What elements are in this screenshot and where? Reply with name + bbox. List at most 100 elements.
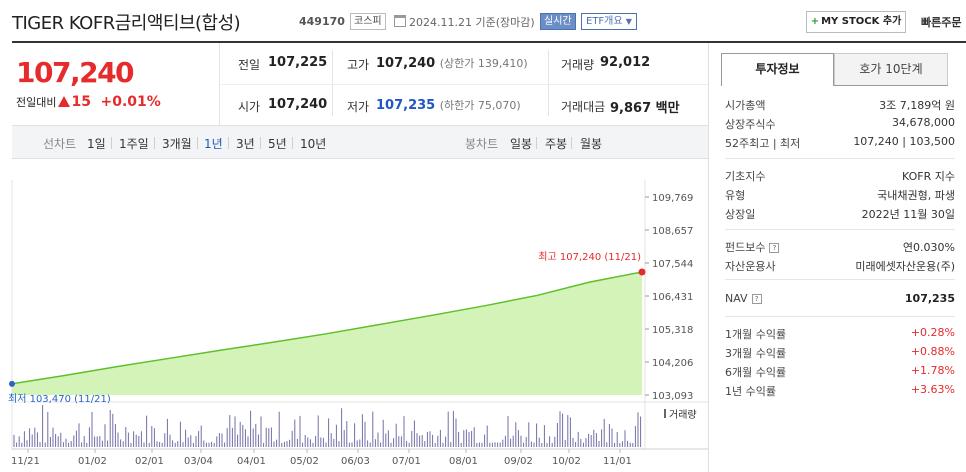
info-panel: 투자정보 호가 10단계 시가총액 3조 7,189억 원 상장주식수 34,678,… (708, 43, 966, 472)
period-1w[interactable]: 1주일 (119, 137, 149, 151)
candle-weekly[interactable]: 주봉 (545, 137, 568, 151)
high-label: 최고 107,240 (11/21) (538, 251, 641, 263)
y-tick-label: 109,769 (652, 193, 693, 204)
period-3m[interactable]: 3개월 (162, 137, 192, 151)
return-row: 6개월 수익률 +1.78% (725, 364, 955, 382)
info-row-value: 107,240 | 103,500 (853, 135, 955, 148)
open-label: 시가 (238, 100, 261, 114)
low-label: 저가 (347, 100, 370, 114)
add-my-stock-label: MY STOCK 추가 (821, 16, 902, 27)
line-chart-label: 선차트 (43, 137, 77, 151)
current-price-box: 107,240 전일대비 15 +0.01% (12, 43, 220, 125)
info-row-value: 국내채권형, 파생 (877, 189, 955, 202)
etf-overview-dropdown[interactable]: ETF개요 ▼ (581, 13, 637, 30)
y-tick-label: 108,657 (652, 226, 693, 237)
period-1y[interactable]: 1년 (204, 137, 223, 151)
period-10y[interactable]: 10년 (300, 137, 327, 151)
y-tick-label: 103,093 (652, 391, 693, 402)
plus-icon: + (810, 16, 820, 27)
change-label: 전일대비 (16, 96, 57, 109)
tab-investment-info[interactable]: 투자정보 (721, 53, 834, 86)
amount-label: 거래대금 (561, 100, 606, 114)
info-row-label: 기초지수 (725, 170, 766, 183)
info-row-value: 2022년 11월 30일 (861, 208, 955, 221)
tab-order-book[interactable]: 호가 10단계 (834, 53, 948, 86)
info-row-value: KOFR 지수 (902, 170, 955, 183)
area-fill (12, 272, 642, 395)
info-row: 기초지수 KOFR 지수 (725, 168, 955, 186)
amount-number: 9,867 (610, 101, 652, 116)
info-divider (725, 158, 955, 159)
high-marker (638, 268, 646, 276)
period-separator (111, 137, 112, 149)
info-row: 상장주식수 34,678,000 (725, 116, 955, 134)
amount-value: 9,867 백만 (610, 97, 680, 116)
volume-label: 거래량 (669, 409, 697, 421)
x-tick-label: 02/01 (135, 456, 164, 467)
x-tick-label: 10/02 (552, 456, 581, 467)
period-toolbar: 선차트 1일 1주일 3개월 1년 3년 5년 10년 봉차트 일봉 주봉 월봉 (12, 125, 708, 159)
nav-row-label: NAV? (725, 292, 762, 305)
candle-monthly[interactable]: 월봉 (580, 137, 603, 151)
x-tick-label: 09/02 (504, 456, 533, 467)
change-amount: 15 (71, 94, 91, 110)
return-row-label: 1년 수익률 (725, 385, 776, 398)
return-row-value: +3.63% (910, 383, 955, 396)
info-row-label: 시가총액 (725, 99, 766, 112)
low-value: 107,235 (하한가 75,070) (376, 97, 521, 113)
y-tick-label: 107,544 (652, 259, 693, 270)
info-row-label: 자산운용사 (725, 260, 776, 273)
return-row-value: +1.78% (910, 364, 955, 377)
period-5y[interactable]: 5년 (268, 137, 287, 151)
period-separator (154, 137, 155, 149)
y-tick-label: 106,431 (652, 292, 693, 303)
low-label: 최저 103,470 (11/21) (8, 393, 111, 405)
info-row: 52주최고 | 최저 107,240 | 103,500 (725, 135, 955, 153)
change-percent: +0.01% (100, 94, 161, 110)
x-tick-label: 11/01 (603, 456, 632, 467)
tab-underline (834, 85, 948, 86)
period-separator (292, 137, 293, 149)
help-icon[interactable]: ? (751, 294, 762, 304)
info-row-value: 34,678,000 (892, 116, 955, 129)
up-triangle-icon (58, 96, 71, 107)
low-marker (9, 380, 15, 387)
return-row: 3개월 수익률 +0.88% (725, 345, 955, 363)
quick-order-link[interactable]: 빠른주문 (921, 16, 962, 29)
return-row-value: +0.88% (910, 345, 955, 358)
high-price: 107,240 (376, 56, 436, 71)
info-row-label: 52주최고 | 최저 (725, 137, 801, 150)
info-divider (725, 279, 955, 280)
return-row: 1개월 수익률 +0.28% (725, 326, 955, 344)
chevron-down-icon: ▼ (625, 17, 632, 26)
return-row-value: +0.28% (910, 326, 955, 339)
info-row: 유형 국내채권형, 파생 (725, 187, 955, 205)
period-separator (197, 137, 198, 149)
info-row-value: 미래에셋자산운용(주) (855, 260, 955, 273)
nav-row-value: 107,235 (904, 292, 955, 305)
info-row: 상장일 2022년 11월 30일 (725, 206, 955, 224)
price-chart[interactable]: 109,769 108,657 107,544 106,431 105,318 104,2… (0, 160, 708, 472)
date-basis: 2024.11.21 기준(장마감) (409, 16, 535, 29)
info-row-label: 상장주식수 (725, 118, 776, 131)
help-icon[interactable]: ? (769, 243, 780, 253)
add-my-stock-button[interactable]: + MY STOCK 추가 (806, 11, 906, 33)
stock-code: 449170 (299, 15, 345, 28)
prev-close-value: 107,225 (268, 55, 328, 70)
info-row-label: 펀드보수? (725, 239, 780, 255)
volume-value: 92,012 (600, 55, 651, 70)
period-1d[interactable]: 1일 (87, 137, 106, 151)
etf-overview-label: ETF개요 (586, 16, 623, 27)
period-3y[interactable]: 3년 (236, 137, 255, 151)
candle-daily[interactable]: 일봉 (510, 137, 533, 151)
price-chart-svg: 109,769 108,657 107,544 106,431 105,318 104,2… (8, 180, 708, 467)
volume-label: 거래량 (561, 58, 595, 72)
quote-divider (332, 50, 333, 116)
period-separator (228, 137, 229, 149)
realtime-button[interactable]: 실시간 (540, 13, 576, 30)
period-separator (260, 137, 261, 149)
x-tick-label: 05/02 (290, 456, 319, 467)
y-tick-label: 105,318 (652, 325, 693, 336)
return-row-label: 3개월 수익률 (725, 347, 787, 360)
quote-divider (548, 50, 549, 116)
